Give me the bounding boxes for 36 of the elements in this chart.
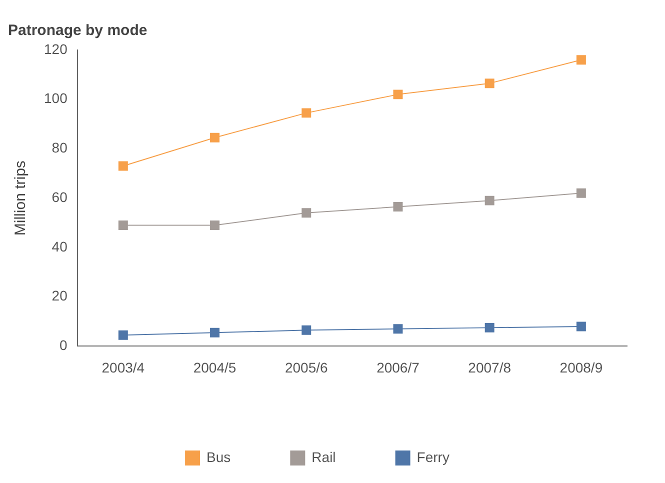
x-tick-label: 2007/8: [468, 359, 512, 376]
point: [302, 208, 312, 218]
y-tick-label: 0: [60, 337, 68, 354]
point: [484, 322, 494, 332]
point: [484, 78, 494, 88]
chart-title: Patronage by mode: [8, 22, 148, 40]
y-tick-label: 20: [52, 288, 68, 304]
x-tick-label: 2008/9: [560, 359, 603, 376]
point: [302, 108, 312, 118]
point: [210, 220, 220, 230]
legend-label: Bus: [206, 448, 231, 465]
y-tick-label: 120: [44, 40, 68, 57]
point: [118, 161, 128, 171]
point: [576, 188, 586, 198]
legend-label: Ferry: [416, 448, 450, 465]
y-tick-label: 80: [52, 140, 68, 156]
point: [484, 196, 494, 206]
x-tick-label: 2004/5: [193, 359, 236, 376]
y-tick-label: 60: [52, 188, 68, 205]
x-tick-label: 2003/4: [102, 359, 145, 376]
point: [210, 328, 220, 338]
point: [118, 220, 128, 230]
y-axis-title: Million trips: [12, 160, 30, 236]
y-tick-label: 40: [52, 238, 68, 254]
point: [576, 55, 586, 65]
point: [393, 202, 403, 212]
point: [302, 325, 312, 335]
point: [393, 90, 403, 100]
point: [118, 330, 128, 340]
x-tick-label: 2006/7: [376, 359, 420, 376]
y-tick-label: 100: [44, 90, 68, 106]
point: [393, 324, 403, 334]
point: [210, 132, 220, 142]
point: [576, 322, 586, 332]
x-tick-label: 2005/6: [284, 359, 328, 376]
legend-label: Rail: [312, 448, 336, 465]
